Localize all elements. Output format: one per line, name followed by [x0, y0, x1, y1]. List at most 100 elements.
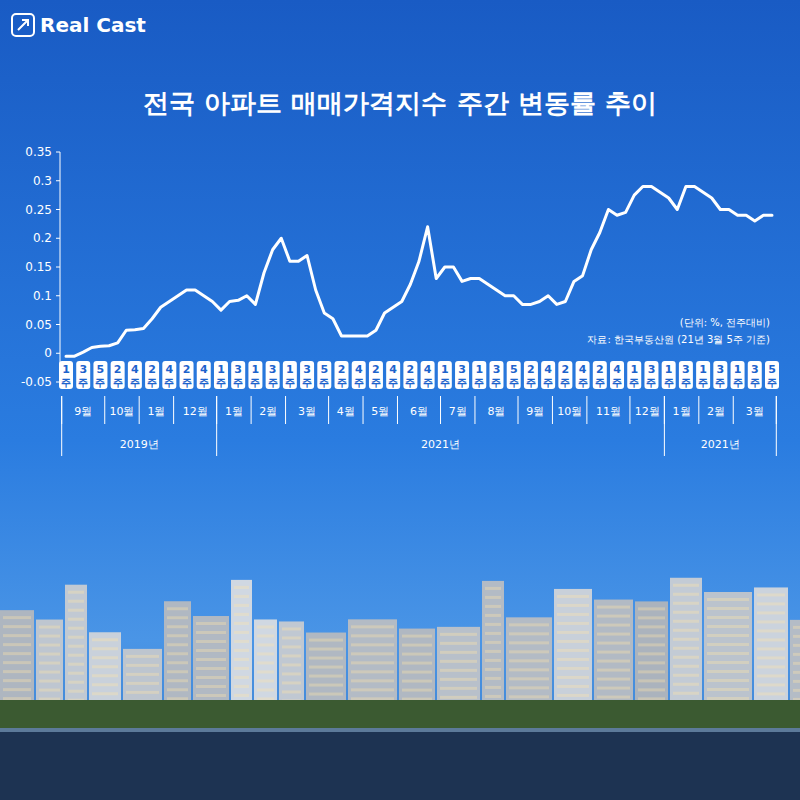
windows: [707, 607, 749, 610]
y-tick-label: 0.25: [25, 203, 52, 217]
windows: [92, 665, 118, 668]
x-tick-box: [317, 361, 331, 389]
x-tick-label-part: 4: [613, 363, 621, 376]
windows: [707, 688, 749, 691]
windows: [440, 642, 477, 645]
windows: [68, 627, 84, 630]
x-tick-label-part: 4: [579, 363, 587, 376]
x-tick-box: [369, 361, 383, 389]
x-tick-box: [335, 361, 349, 389]
windows: [485, 695, 501, 698]
windows: [509, 632, 549, 635]
windows: [557, 631, 589, 634]
x-tick-label: 5주: [319, 363, 329, 388]
windows: [597, 642, 630, 645]
windows: [440, 687, 477, 690]
windows: [793, 671, 800, 674]
windows: [597, 669, 630, 672]
x-tick-label: 4주: [388, 363, 398, 388]
windows: [757, 674, 785, 677]
windows: [234, 667, 249, 670]
windows: [68, 654, 84, 657]
x-tick-label-part: 3: [682, 363, 690, 376]
y-tick-mark: [56, 152, 60, 153]
windows: [509, 695, 549, 698]
x-tick-box: [266, 361, 280, 389]
x-tick-label-part: 주: [233, 377, 243, 388]
year-separator: [216, 396, 217, 456]
windows: [92, 656, 118, 659]
windows: [673, 665, 699, 668]
windows: [557, 622, 589, 625]
windows: [638, 616, 665, 619]
windows: [3, 634, 31, 637]
x-tick-label-part: 주: [164, 377, 174, 388]
windows: [509, 686, 549, 689]
x-tick-label-part: 2: [596, 363, 604, 376]
windows: [282, 681, 301, 684]
windows: [39, 635, 60, 638]
x-tick-label-part: 3: [717, 363, 725, 376]
x-tick-label: 1주: [629, 363, 639, 388]
windows: [440, 669, 477, 672]
windows: [234, 694, 249, 697]
x-tick-label-part: 주: [61, 377, 71, 388]
x-tick-label-part: 2: [527, 363, 535, 376]
windows: [92, 683, 118, 686]
windows: [167, 634, 188, 637]
x-tick-box: [748, 361, 762, 389]
windows: [440, 633, 477, 636]
year-label: 2019년: [120, 438, 159, 451]
x-tick-label-part: 주: [440, 377, 450, 388]
y-tick-label: 0.2: [33, 231, 52, 245]
x-tick-box: [283, 361, 297, 389]
month-separator: [552, 396, 553, 424]
windows: [485, 641, 501, 644]
x-tick-label-part: 주: [526, 377, 536, 388]
x-tick-label-part: 주: [681, 377, 691, 388]
x-tick-label-part: 주: [750, 377, 760, 388]
title: 전국 아파트 매매가격지수 주간 변동률 추이: [143, 88, 656, 118]
windows: [757, 611, 785, 614]
windows: [638, 634, 665, 637]
windows: [638, 607, 665, 610]
x-tick-box: [610, 361, 624, 389]
windows: [485, 596, 501, 599]
windows: [557, 649, 589, 652]
x-tick-box: [731, 361, 745, 389]
windows: [126, 655, 159, 658]
x-tick-label-part: 1: [475, 363, 483, 376]
windows: [673, 638, 699, 641]
windows: [3, 697, 31, 700]
month-label: 2월: [259, 405, 277, 418]
x-tick-label-part: 3: [303, 363, 311, 376]
windows: [557, 685, 589, 688]
month-label: 10월: [109, 405, 134, 418]
windows: [257, 625, 274, 628]
windows: [557, 640, 589, 643]
windows: [3, 679, 31, 682]
y-tick-mark: [56, 267, 60, 268]
windows: [485, 686, 501, 689]
windows: [557, 667, 589, 670]
windows: [757, 620, 785, 623]
x-tick-label: 1주: [698, 363, 708, 388]
windows: [257, 670, 274, 673]
x-tick-label-part: 1: [217, 363, 225, 376]
ground: [0, 700, 800, 730]
x-tick-label: 1주: [474, 363, 484, 388]
x-tick-box: [197, 361, 211, 389]
x-tick-label: 5주: [767, 363, 777, 388]
x-tick-label-part: 주: [337, 377, 347, 388]
x-tick-box: [162, 361, 176, 389]
y-tick-label: -0.05: [21, 375, 52, 389]
windows: [707, 697, 749, 700]
windows: [757, 647, 785, 650]
month-label: 9월: [526, 405, 544, 418]
building: [554, 589, 592, 715]
x-tick-label: 3주: [715, 363, 725, 388]
windows: [68, 636, 84, 639]
windows: [597, 687, 630, 690]
month-label: 2월: [707, 405, 725, 418]
windows: [673, 647, 699, 650]
